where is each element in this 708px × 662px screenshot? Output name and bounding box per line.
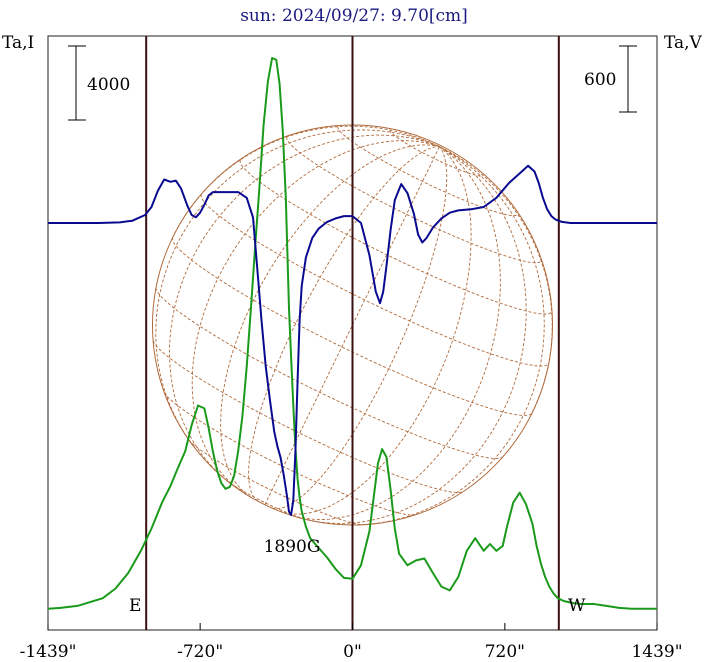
polarization-line bbox=[48, 164, 657, 516]
longitude-gridline bbox=[279, 146, 472, 515]
left-axis-label: Ta,I bbox=[2, 33, 34, 53]
longitude-gridline bbox=[155, 129, 440, 449]
x-axis-ticks: -1439" -720" 0" 720" 1439" bbox=[20, 623, 683, 662]
longitude-gridline bbox=[248, 146, 440, 502]
left-scale-bar-value: 4000 bbox=[87, 75, 130, 95]
left-scale-bar: 4000 bbox=[68, 45, 130, 121]
latitude-gridline bbox=[155, 287, 504, 459]
longitude-gridline bbox=[220, 144, 440, 498]
chart-title: sun: 2024/09/27: 9.70[cm] bbox=[240, 6, 468, 26]
x-tick-label: -720" bbox=[177, 642, 223, 662]
x-tick-label: -1439" bbox=[20, 642, 77, 662]
solar-disk-grid bbox=[152, 124, 553, 526]
intensity-line bbox=[47, 57, 657, 610]
longitude-gridline bbox=[272, 146, 448, 510]
longitude-gridline bbox=[439, 146, 553, 413]
series-lines bbox=[47, 57, 657, 610]
longitude-gridline bbox=[191, 140, 440, 491]
limb-label-east: E bbox=[129, 596, 141, 616]
longitude-gridline bbox=[169, 134, 440, 481]
right-scale-bar: 600 bbox=[584, 45, 637, 113]
right-scale-bar-value: 600 bbox=[584, 70, 616, 90]
longitude-gridline bbox=[307, 146, 527, 524]
latitude-gridline bbox=[152, 340, 463, 493]
limb-label-west: W bbox=[568, 596, 586, 616]
x-tick-label: 1439" bbox=[631, 642, 682, 662]
reference-lines bbox=[145, 36, 560, 630]
longitude-gridline bbox=[292, 146, 501, 520]
x-tick-label: 0" bbox=[343, 642, 362, 662]
right-axis-label: Ta,V bbox=[664, 33, 703, 53]
longitude-gridline bbox=[172, 125, 440, 238]
longitude-gridline bbox=[264, 146, 440, 505]
longitude-gridline bbox=[352, 146, 545, 526]
field-strength-annotation: 1890G bbox=[264, 537, 321, 557]
x-tick-label: 720" bbox=[485, 642, 525, 662]
